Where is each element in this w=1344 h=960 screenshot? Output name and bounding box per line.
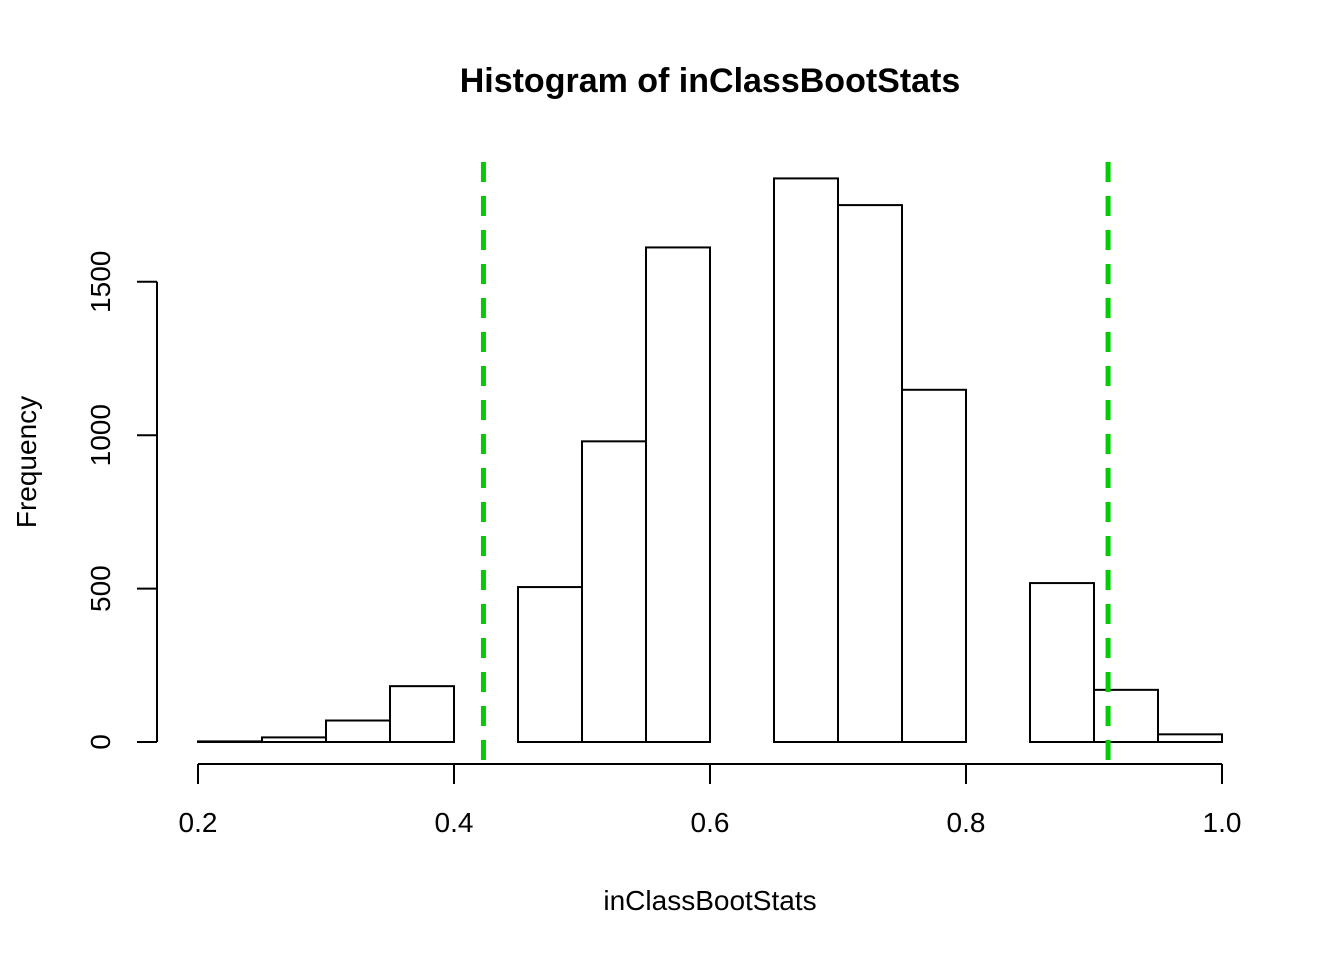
chart-title: Histogram of inClassBootStats xyxy=(460,62,961,100)
histogram-bar-11 xyxy=(901,388,967,743)
x-tick-label-2: 0.6 xyxy=(691,807,730,838)
x-axis-label: inClassBootStats xyxy=(603,885,816,916)
histogram-bar-9 xyxy=(773,177,839,744)
y-tick-label-2: 1000 xyxy=(85,404,116,466)
y-tick-label-1: 500 xyxy=(85,565,116,612)
histogram-bar-10 xyxy=(837,204,903,744)
histogram-bar-1 xyxy=(261,736,327,744)
y-tick-label-3: 1500 xyxy=(85,251,116,313)
y-axis: 0 500 1000 1500 xyxy=(85,251,158,750)
x-tick-label-1: 0.4 xyxy=(435,807,474,838)
x-tick-label-4: 1.0 xyxy=(1203,807,1242,838)
y-axis-label: Frequency xyxy=(11,396,42,528)
histogram-bar-3 xyxy=(389,685,455,744)
histogram-bar-6 xyxy=(581,440,647,743)
histogram-bar-7 xyxy=(645,246,711,744)
histogram-bar-0 xyxy=(197,740,263,744)
y-tick-label-0: 0 xyxy=(85,734,116,750)
histogram-bar-13 xyxy=(1029,582,1095,743)
bars-group xyxy=(197,177,1223,744)
x-axis: 0.2 0.4 0.6 0.8 1.0 xyxy=(179,763,1242,838)
x-tick-label-0: 0.2 xyxy=(179,807,218,838)
histogram-bar-15 xyxy=(1157,733,1223,744)
histogram-bar-2 xyxy=(325,719,391,743)
histogram-bar-14 xyxy=(1093,688,1159,743)
x-tick-label-3: 0.8 xyxy=(947,807,986,838)
histogram-bar-5 xyxy=(517,586,583,743)
